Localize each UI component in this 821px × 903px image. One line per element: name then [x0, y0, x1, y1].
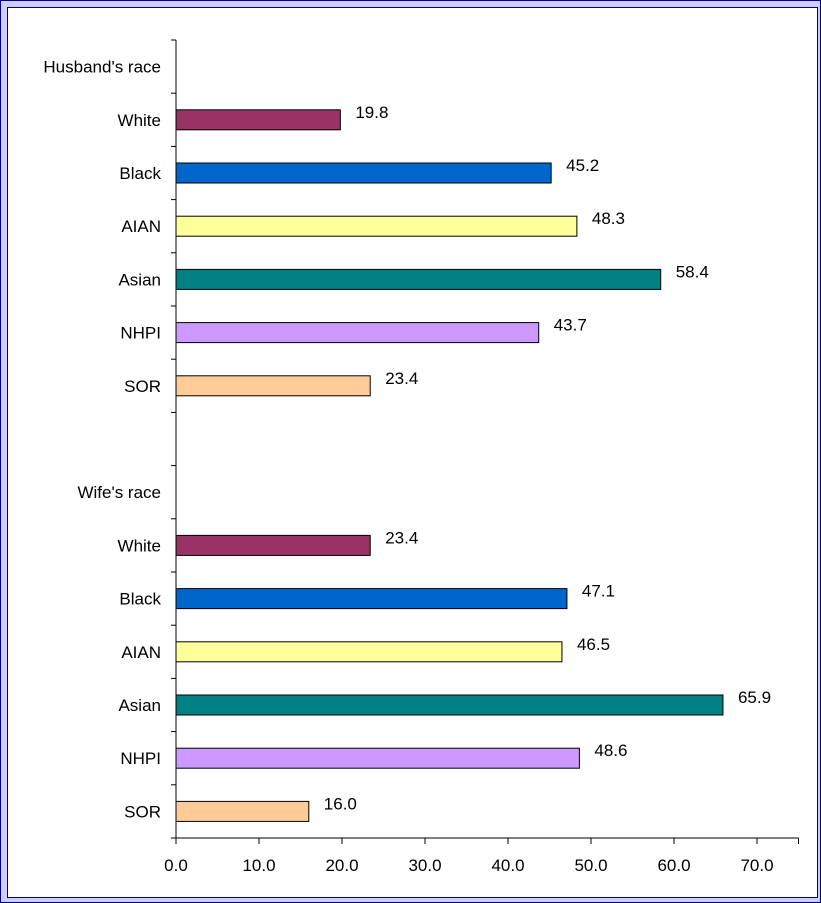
- x-tick-label: 50.0: [574, 856, 607, 875]
- category-label: SOR: [124, 377, 161, 396]
- bar: [175, 268, 662, 290]
- value-label: 16.0: [324, 794, 357, 813]
- category-label: White: [118, 111, 161, 130]
- axes: [175, 40, 799, 839]
- x-tick-label: 10.0: [242, 856, 275, 875]
- tick-marks: [171, 39, 799, 844]
- category-label: Black: [119, 590, 161, 609]
- bar: [175, 588, 568, 610]
- category-label: SOR: [124, 802, 161, 821]
- value-label: 48.3: [592, 209, 625, 228]
- value-label: 46.5: [577, 635, 610, 654]
- bars: [175, 109, 724, 822]
- bar: [175, 215, 578, 237]
- category-label: White: [118, 536, 161, 555]
- bar: [175, 534, 371, 556]
- bar: [175, 322, 540, 344]
- x-tick-label: 20.0: [325, 856, 358, 875]
- x-tick-label: 40.0: [491, 856, 524, 875]
- bar: [175, 800, 310, 822]
- category-label: AIAN: [121, 643, 161, 662]
- x-tick-label: 70.0: [740, 856, 773, 875]
- value-label: 23.4: [385, 528, 418, 547]
- x-tick-label: 30.0: [408, 856, 441, 875]
- category-label: AIAN: [121, 217, 161, 236]
- value-label: 23.4: [385, 369, 418, 388]
- group-label: Wife's race: [77, 483, 161, 502]
- bar: [175, 109, 341, 131]
- bar: [175, 641, 563, 663]
- x-tick-label: 60.0: [657, 856, 690, 875]
- value-label: 43.7: [554, 316, 587, 335]
- value-label: 48.6: [594, 741, 627, 760]
- bar-chart: 0.0 10.0 20.0 30.0 40.0 50.0 60.0 70.0 Husband's…: [43, 39, 799, 875]
- value-label: 47.1: [582, 582, 615, 601]
- category-label: NHPI: [120, 324, 161, 343]
- bar: [175, 694, 724, 716]
- x-tick-label: 0.0: [164, 856, 188, 875]
- category-label: Black: [119, 164, 161, 183]
- bar: [175, 375, 371, 397]
- value-label: 65.9: [738, 688, 771, 707]
- category-label: Asian: [118, 696, 161, 715]
- plot-area: 0.0 10.0 20.0 30.0 40.0 50.0 60.0 70.0 Husband's…: [7, 7, 818, 898]
- value-label: 58.4: [676, 262, 709, 281]
- category-label: Asian: [118, 270, 161, 289]
- bar: [175, 162, 552, 184]
- value-label: 45.2: [566, 156, 599, 175]
- value-label: 19.8: [355, 103, 388, 122]
- labels: 0.0 10.0 20.0 30.0 40.0 50.0 60.0 70.0 Husband's…: [43, 58, 773, 875]
- group-label: Husband's race: [43, 58, 161, 77]
- bar: [175, 747, 580, 769]
- category-label: NHPI: [120, 749, 161, 768]
